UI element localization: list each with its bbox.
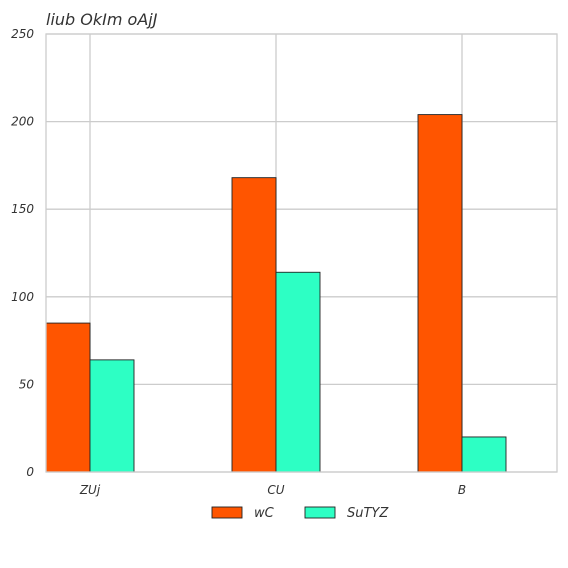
legend-swatch-wC bbox=[211, 506, 243, 519]
bar-ZUj-wC bbox=[45, 322, 91, 473]
bar-CU-wC bbox=[231, 177, 277, 473]
bar-CU-SuTYZ bbox=[275, 271, 321, 473]
y-tick-label: 50 bbox=[19, 377, 35, 391]
plot-frame bbox=[45, 33, 558, 473]
y-tick-label: 200 bbox=[11, 115, 34, 129]
y-tick-labels: 0 50 100 150 200 250 bbox=[11, 27, 34, 479]
bars bbox=[45, 114, 507, 473]
chart-title: liub OkIm oAjJ bbox=[46, 10, 158, 29]
bar-B-SuTYZ bbox=[461, 436, 507, 473]
x-tick-label: CU bbox=[267, 483, 284, 497]
legend: wC SuTYZ bbox=[211, 506, 389, 521]
y-tick-label: 250 bbox=[11, 27, 34, 41]
y-tick-label: 150 bbox=[11, 202, 34, 216]
y-tick-label: 0 bbox=[26, 465, 34, 479]
legend-swatch-SuTYZ bbox=[304, 506, 336, 519]
bar-ZUj-SuTYZ bbox=[89, 359, 135, 473]
legend-label-SuTYZ: SuTYZ bbox=[347, 506, 389, 521]
x-tick-label: B bbox=[458, 483, 466, 497]
bar-B-wC bbox=[417, 114, 463, 473]
x-tick-labels: ZUj CU B bbox=[79, 483, 466, 497]
y-tick-label: 100 bbox=[11, 290, 34, 304]
x-tick-label: ZUj bbox=[79, 483, 101, 497]
legend-label-wC: wC bbox=[254, 506, 275, 521]
